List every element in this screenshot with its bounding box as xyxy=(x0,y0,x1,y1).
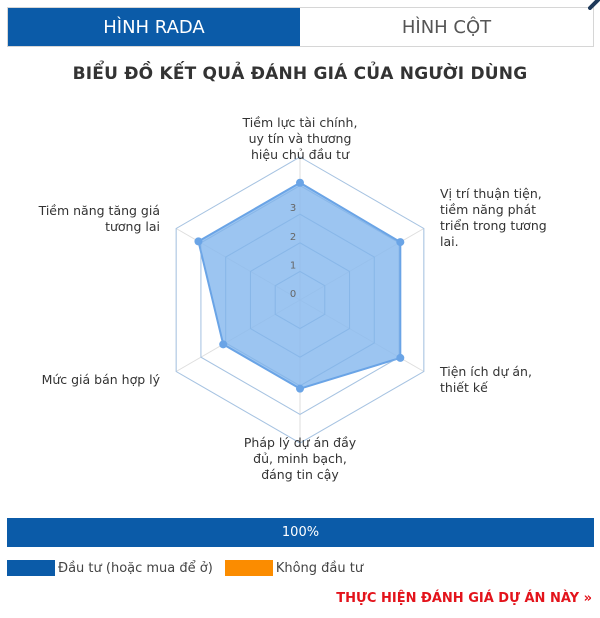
legend-label-not-invest: Không đầu tư xyxy=(275,561,364,576)
svg-text:1: 1 xyxy=(290,260,296,271)
progress-fill: 100% xyxy=(7,518,594,547)
axis-label-financial-strength: Tiềm lực tài chính, uy tín và thương hiệ… xyxy=(242,115,358,162)
radar-chart: 0 1 2 3 Tiềm lực tài chính, uy tín và thươn… xyxy=(0,100,600,490)
radar-plot: 0 1 2 3 xyxy=(175,156,425,444)
axis-label-price-growth: Tiềm năng tăng giá tương lai xyxy=(38,203,160,234)
close-icon[interactable] xyxy=(588,0,600,10)
legend: Đầu tư (hoặc mua để ở) Không đầu tư xyxy=(7,560,375,576)
investment-progress-bar: 100% xyxy=(7,518,594,547)
legend-item-invest: Đầu tư (hoặc mua để ở) xyxy=(7,560,213,576)
axis-label-price: Mức giá bán hợp lý xyxy=(41,372,160,387)
legend-label-invest: Đầu tư (hoặc mua để ở) xyxy=(58,561,213,576)
chart-title: BIỂU ĐỒ KẾT QUẢ ĐÁNH GIÁ CỦA NGƯỜI DÙNG xyxy=(72,64,528,84)
rate-project-link[interactable]: THỰC HIỆN ĐÁNH GIÁ DỰ ÁN NÀY » xyxy=(336,591,592,606)
legend-item-not-invest: Không đầu tư xyxy=(224,560,364,576)
axis-label-location: Vị trí thuận tiện, tiềm năng phát triển … xyxy=(440,186,547,249)
svg-text:3: 3 xyxy=(290,203,296,214)
progress-label: 100% xyxy=(281,525,320,540)
legend-swatch-invest xyxy=(7,560,55,576)
axis-label-amenities: Tiện ích dự án, thiết kế xyxy=(440,364,532,395)
axis-label-legal: Pháp lý dự án đầy đủ, minh bạch, đáng ti… xyxy=(243,435,357,482)
tab-radar[interactable]: HÌNH RADA xyxy=(8,8,300,46)
svg-text:2: 2 xyxy=(290,232,296,243)
tab-column[interactable]: HÌNH CỘT xyxy=(300,8,593,46)
legend-swatch-not-invest xyxy=(224,560,273,576)
chart-type-tabs: HÌNH RADA HÌNH CỘT xyxy=(7,7,594,47)
svg-text:0: 0 xyxy=(290,289,296,300)
